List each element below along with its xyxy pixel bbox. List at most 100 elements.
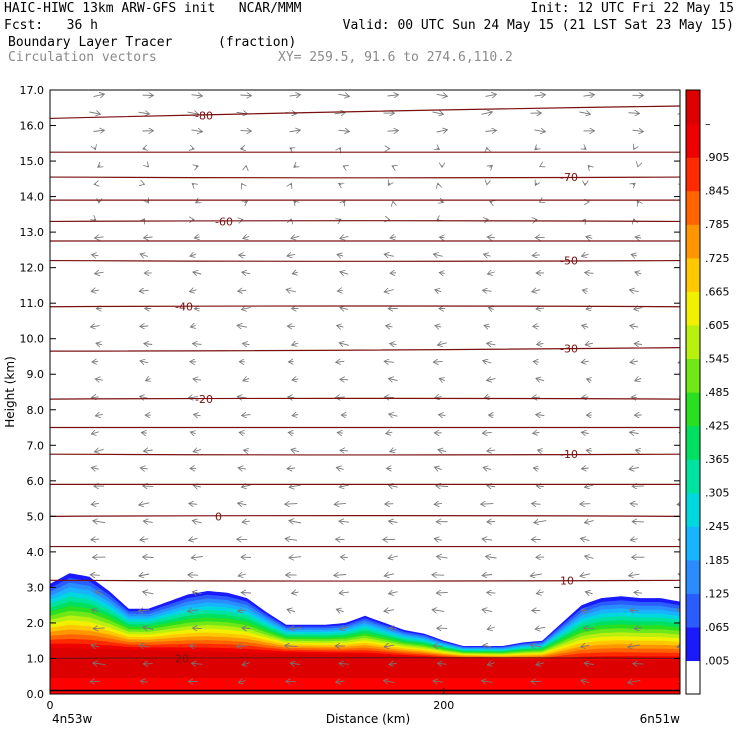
vector-arrow (89, 112, 101, 114)
vector-arrow (95, 272, 104, 274)
y-tick-label: 5.0 (27, 510, 45, 523)
vector-arrow (483, 361, 492, 363)
vector-arrow (384, 610, 395, 612)
colorbar-swatch (686, 559, 700, 594)
vector-arrow (289, 95, 301, 97)
colorbar-frame (685, 89, 701, 695)
colorbar-swatch (686, 157, 700, 192)
vector-arrow (337, 433, 343, 434)
vector-arrow (140, 468, 148, 469)
vector-arrow (140, 539, 149, 540)
vector-arrow (581, 645, 590, 646)
temperature-contour (50, 220, 680, 223)
vector-arrow (482, 575, 493, 576)
y-tick-label: 11.0 (20, 297, 45, 310)
vector-arrow (337, 254, 344, 256)
y-tick-label: 12.0 (20, 262, 45, 275)
vector-arrow (289, 485, 301, 487)
vector-arrow (285, 504, 298, 505)
vector-arrow (193, 628, 202, 629)
vector-arrow (387, 95, 399, 96)
vector-arrow (287, 609, 296, 611)
vector-arrow (677, 503, 680, 504)
y-tick-label: 7.0 (27, 439, 45, 452)
vector-arrow (140, 396, 149, 398)
vector-arrow (384, 645, 394, 647)
vector-arrow (438, 450, 447, 452)
vector-arrow (585, 343, 593, 345)
y-tick-label: 16.0 (20, 120, 45, 133)
vector-arrow (487, 521, 496, 522)
vector-arrow (629, 468, 639, 470)
vector-arrow (677, 645, 680, 647)
vector-arrow (292, 379, 299, 380)
colorbar-label: .845 (705, 185, 730, 198)
vector-arrow (94, 449, 104, 452)
vector-arrow (634, 592, 643, 593)
contour-label: -70 (560, 171, 578, 184)
vector-arrow (534, 130, 546, 132)
colorbar-label: .305 (705, 487, 730, 500)
y-axis-label: Height (km) (3, 356, 17, 427)
temperature-contours: 20 10 0 -10 -20 -30 -40 -50 -60 -70 -80 (50, 105, 680, 692)
vector-arrow (436, 94, 448, 96)
vector-arrow (433, 681, 444, 682)
vector-arrow (340, 450, 349, 451)
vector-arrow (140, 681, 148, 682)
y-tick-label: 8.0 (27, 404, 45, 417)
y-axis-ticks: 0.0 1.0 2.0 3.0 4.0 5.0 6.0 7.0 8.0 9.0 10.0 11.0 12… (20, 84, 680, 701)
temperature-contour (50, 397, 680, 400)
y-tick-label: 15.0 (20, 155, 45, 168)
temperature-contour (50, 176, 680, 179)
vector-arrow (635, 378, 642, 381)
vector-arrow (243, 236, 250, 238)
vector-arrow (337, 325, 344, 327)
vector-arrow (144, 344, 153, 345)
vector-arrow (292, 592, 299, 593)
vector-arrow (434, 539, 442, 541)
vector-arrow (630, 326, 639, 328)
vector-arrow (93, 521, 106, 523)
vector-arrow (635, 450, 640, 451)
contour-label: -80 (195, 110, 213, 123)
colorbar-swatch (686, 425, 700, 460)
colorbar-label: .605 (705, 319, 730, 332)
header-fcst: Fcst: 36 h (4, 18, 98, 33)
tracer-fill (50, 573, 680, 694)
vector-arrow (192, 663, 203, 664)
vector-arrow (486, 556, 497, 558)
vector-arrow (91, 610, 99, 612)
vector-arrow (292, 415, 299, 416)
vector-arrow (94, 219, 96, 220)
header-init: Init: 12 UTC Fri 22 May 15 (530, 1, 735, 16)
vector-arrow (579, 112, 591, 114)
vector-arrow (334, 112, 346, 113)
vector-arrow (95, 379, 103, 380)
vector-arrow (241, 593, 251, 594)
vector-arrow (637, 201, 638, 203)
vector-arrow (384, 254, 394, 256)
vector-arrow (437, 556, 448, 558)
vector-arrow (583, 95, 595, 97)
vector-arrow (677, 610, 680, 612)
colorbar-label: .665 (705, 285, 730, 298)
temperature-contour (50, 579, 680, 582)
temperature-contour (50, 305, 680, 308)
colorbar-label: .185 (705, 554, 730, 567)
vector-arrow (140, 361, 149, 363)
vector-arrow (340, 272, 349, 275)
vector-arrow (581, 361, 589, 362)
vector-arrow (535, 183, 536, 186)
vector-arrow (439, 415, 446, 416)
vector-arrow (388, 556, 399, 558)
vector-arrow (343, 166, 345, 167)
vector-arrow (143, 557, 154, 558)
vector-arrow (339, 592, 349, 593)
vector-arrow (139, 290, 149, 291)
vector-arrow (628, 680, 641, 682)
vector-arrow (245, 201, 248, 203)
contour-label: -40 (175, 301, 193, 314)
vector-arrow (630, 290, 639, 292)
colorbar-swatch (686, 224, 700, 259)
vector-arrow (90, 326, 100, 327)
